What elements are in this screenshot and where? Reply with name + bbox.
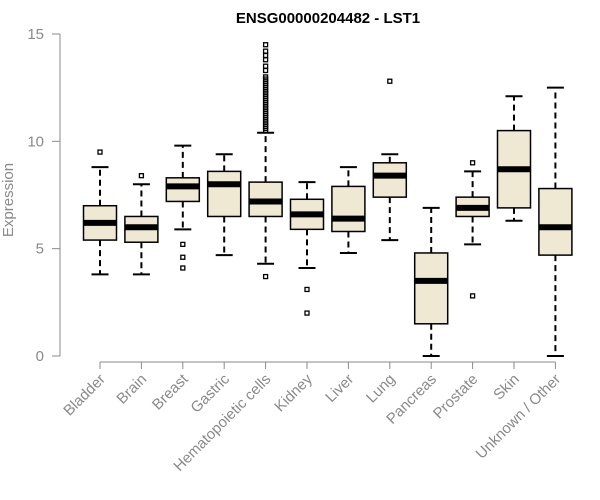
- x-tick-label: Breast: [149, 370, 192, 413]
- y-tick-label: 10: [27, 133, 44, 150]
- outlier-point: [262, 273, 269, 280]
- outlier-point: [304, 286, 310, 293]
- box-unknown-other: [538, 86, 573, 357]
- iqr-box: [413, 252, 449, 325]
- iqr-box: [206, 170, 242, 218]
- iqr-box: [331, 185, 366, 233]
- outlier-point: [387, 78, 393, 84]
- y-tick-label: 0: [36, 348, 44, 365]
- iqr-box: [372, 162, 408, 198]
- box-bladder: [82, 149, 118, 276]
- box-brain: [124, 173, 159, 276]
- box-lung: [372, 78, 408, 242]
- x-tick-label: Skin: [490, 371, 523, 404]
- boxes-group: [82, 42, 573, 357]
- outlier-point: [262, 63, 269, 69]
- x-tick-label: Kidney: [271, 370, 316, 415]
- outlier-point: [180, 265, 186, 271]
- outlier-point: [262, 48, 269, 54]
- box-gastric: [206, 153, 242, 257]
- x-tick-label: Liver: [322, 371, 357, 406]
- box-liver: [331, 166, 366, 254]
- iqr-box: [165, 177, 201, 203]
- x-tick-label: Bladder: [60, 371, 109, 420]
- outlier-point: [97, 149, 103, 155]
- iqr-box: [538, 187, 573, 256]
- outlier-point: [180, 241, 186, 248]
- outlier-point: [469, 160, 476, 166]
- box-breast: [165, 144, 201, 271]
- box-prostate: [455, 160, 490, 299]
- y-tick-label: 15: [27, 26, 44, 43]
- box-skin: [496, 95, 532, 222]
- x-tick-label: Lung: [363, 371, 399, 407]
- box-kidney: [289, 181, 325, 316]
- outlier-point: [262, 42, 269, 48]
- outlier-point: [138, 173, 145, 179]
- outlier-point: [180, 254, 186, 260]
- y-axis-label: Expression: [0, 163, 17, 237]
- x-tick-label: Prostate: [430, 371, 482, 423]
- outlier-point: [262, 57, 269, 63]
- outlier-point: [304, 310, 310, 316]
- y-axis-ticks: 0 5 10 15: [27, 26, 60, 365]
- outlier-point: [262, 52, 269, 59]
- chart-title: ENSG00000204482 - LST1: [236, 10, 420, 27]
- x-tick-label: Brain: [113, 371, 150, 408]
- outlier-point: [469, 293, 476, 299]
- outlier-point: [262, 67, 269, 74]
- box-hematopoietic-cells: [248, 42, 283, 280]
- outlier-point: [262, 74, 269, 80]
- y-tick-label: 5: [36, 241, 44, 258]
- box-pancreas: [413, 206, 449, 357]
